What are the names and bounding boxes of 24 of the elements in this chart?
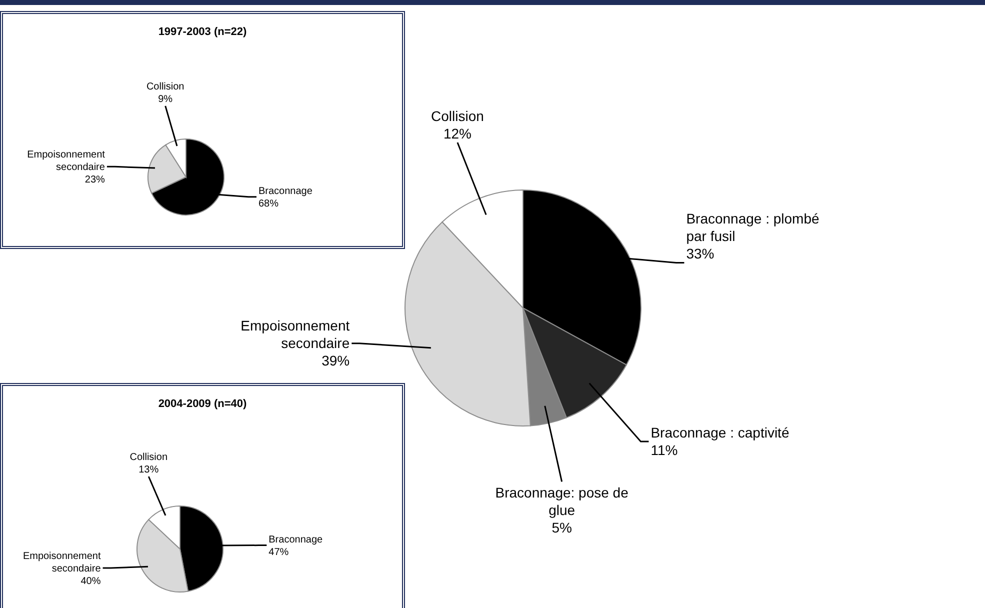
slice-label: Braconnage: pose de glue [495,484,629,518]
slice-label: Empoisonnement secondaire [22,551,102,575]
data-label: 68% [258,198,279,210]
data-label: 23% [84,174,106,186]
data-label: 11% [650,442,678,458]
slice-label: Empoisonnement secondaire [27,150,106,174]
slice-label: Empoisonnement secondaire [240,318,350,352]
chart-title: 1997-2003 (n=22) [157,26,248,38]
data-label: 47% [268,547,289,558]
slice-label: Braconnage : captivité [650,424,790,441]
chart-title: 2004-2009 (n=40) [157,398,248,410]
slice-label: Collision [431,108,484,124]
data-label: 9% [158,94,173,105]
slice-label: Braconnage : plombé par fusil [686,210,820,244]
slice-label: Collision [130,452,168,463]
data-label: 39% [322,352,350,369]
data-label: 12% [443,126,472,142]
data-label: 13% [138,464,159,476]
slice-label: Collision [146,81,184,92]
data-label: 33% [686,246,714,262]
slice-label: Braconnage [268,534,324,546]
data-label: 40% [80,576,101,588]
data-label: 5% [552,520,572,536]
slice-label: Braconnage [258,186,313,198]
